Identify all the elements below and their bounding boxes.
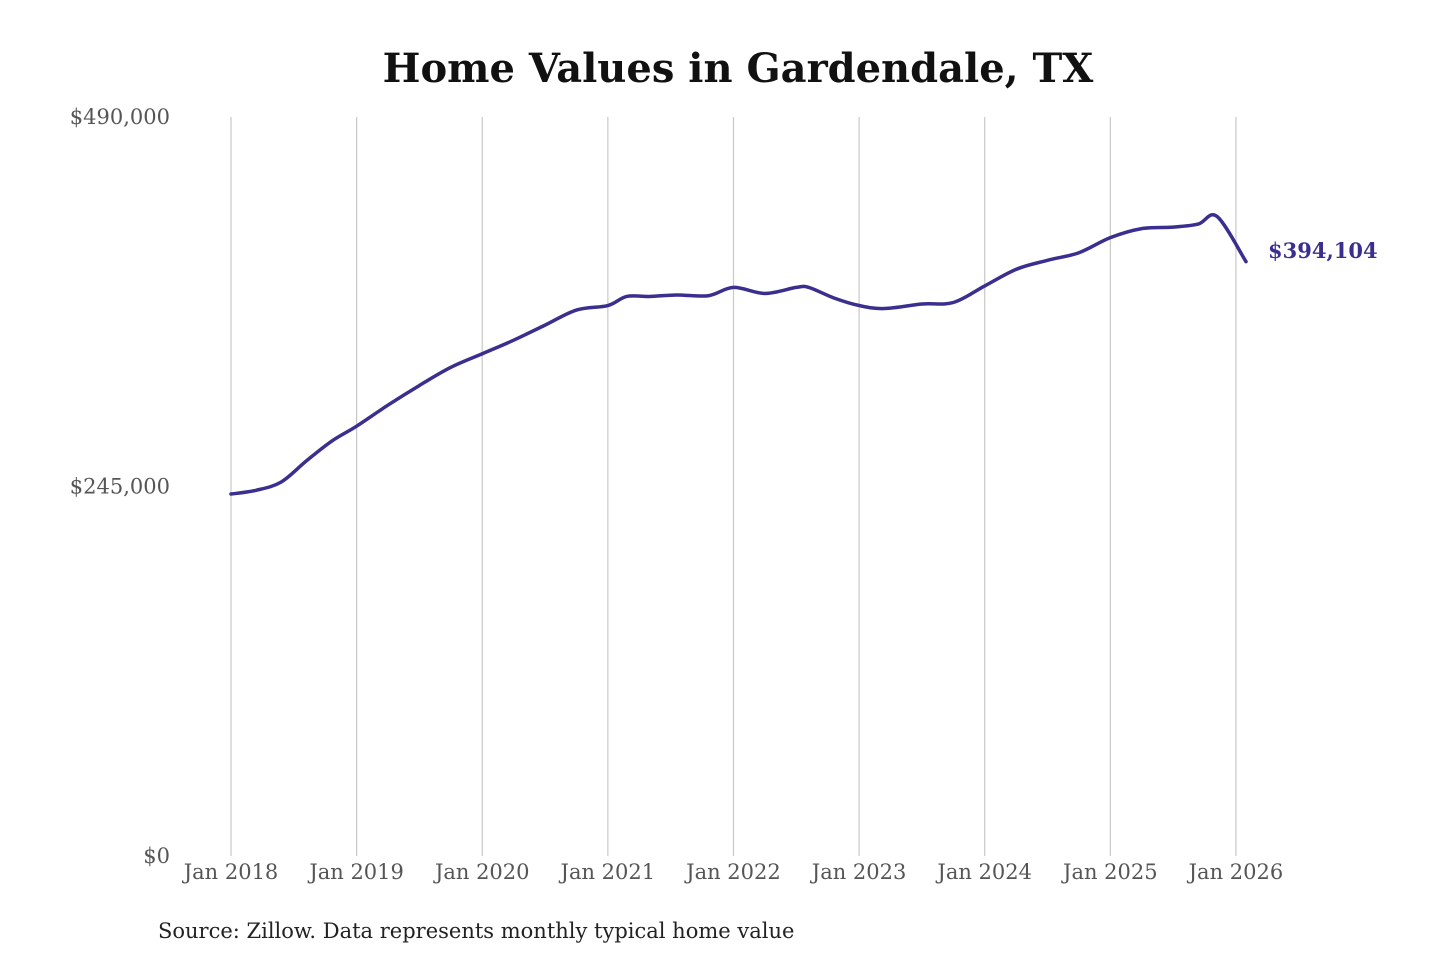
x-tick-label: Jan 2022 [684,860,781,884]
x-tick-label: Jan 2023 [810,860,907,884]
source-note: Source: Zillow. Data represents monthly … [158,919,794,943]
grid [230,117,1237,856]
x-tick-label: Jan 2021 [559,860,656,884]
x-tick-label: Jan 2026 [1187,860,1284,884]
series-line-0 [229,213,1248,496]
y-tick-label: $490,000 [70,105,170,129]
series-layer [229,213,1248,496]
chart-title: Home Values in Gardendale, TX [383,45,1094,92]
end-value-label: $394,104 [1268,238,1378,263]
x-tick-label: Jan 2024 [935,860,1032,884]
y-axis-tick-labels: $0 $245,000 $490,000 [70,105,170,868]
y-tick-label: $0 [143,844,170,868]
x-tick-label: Jan 2019 [307,860,404,884]
y-tick-label: $245,000 [70,475,170,499]
x-tick-label: Jan 2025 [1061,860,1158,884]
x-axis-tick-labels: Jan 2018 Jan 2019 Jan 2020 Jan 2021 Jan 2022… [182,860,1284,884]
x-tick-label: Jan 2018 [182,860,279,884]
x-tick-label: Jan 2020 [433,860,530,884]
